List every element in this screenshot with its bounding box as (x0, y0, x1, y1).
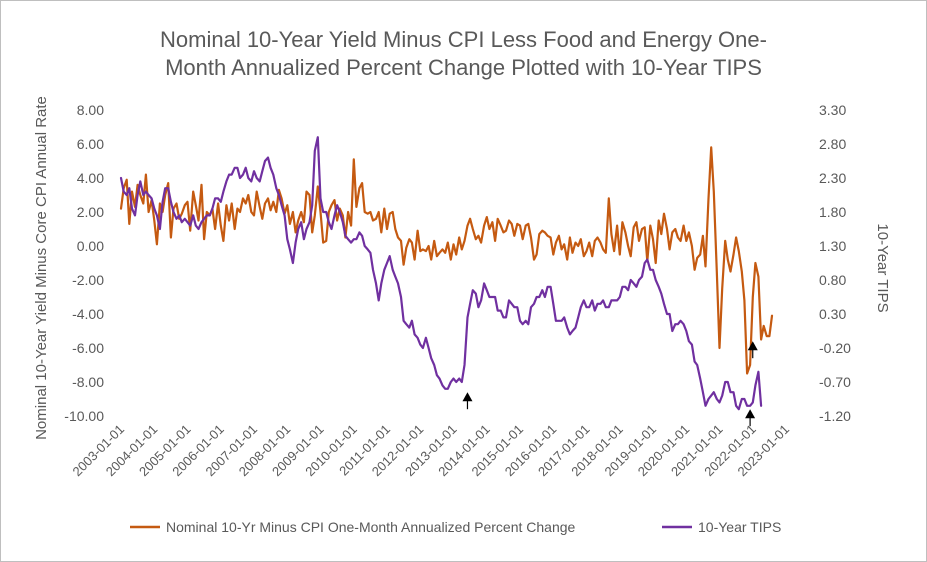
series-line-nominal-minus-cpi (119, 146, 774, 375)
y-right-tick-label: -0.70 (819, 374, 851, 390)
y-right-tick-label: -0.20 (819, 340, 851, 356)
chart-title-line-2: Month Annualized Percent Change Plotted … (165, 55, 762, 80)
y-left-tick-label: 8.00 (77, 102, 104, 118)
y-left-tick-label: 4.00 (77, 170, 104, 186)
y-left-tick-label: 2.00 (77, 204, 104, 220)
y-left-tick-label: -4.00 (72, 306, 104, 322)
y-right-axis-label: 10-Year TIPS (874, 223, 891, 312)
y-right-tick-label: 0.30 (819, 306, 846, 322)
annotation-arrow-head (462, 392, 473, 402)
y-left-tick-label: 0.00 (77, 238, 104, 254)
legend-label: Nominal 10-Yr Minus CPI One-Month Annual… (166, 519, 576, 535)
y-right-tick-label: 2.30 (819, 170, 846, 186)
y-right-tick-label: 0.80 (819, 272, 846, 288)
chart-title-line-1: Nominal 10-Year Yield Minus CPI Less Foo… (160, 27, 767, 52)
annotation-arrow-head (745, 409, 756, 419)
y-right-tick-label: -1.20 (819, 408, 851, 424)
y-right-tick-label: 1.80 (819, 204, 846, 220)
y-left-tick-label: 6.00 (77, 136, 104, 152)
y-left-tick-label: -10.00 (64, 408, 104, 424)
y-right-tick-label: 1.30 (819, 238, 846, 254)
y-left-tick-label: -6.00 (72, 340, 104, 356)
y-right-tick-label: 3.30 (819, 102, 846, 118)
y-left-tick-label: -2.00 (72, 272, 104, 288)
annotation-arrow-head (747, 341, 758, 351)
legend-label: 10-Year TIPS (698, 519, 781, 535)
y-right-tick-label: 2.80 (819, 136, 846, 152)
y-left-axis-label: Nominal 10-Year Yield Minus Core CPI Ann… (33, 96, 50, 440)
series-line-10yr-tips (119, 136, 763, 411)
y-left-tick-label: -8.00 (72, 374, 104, 390)
